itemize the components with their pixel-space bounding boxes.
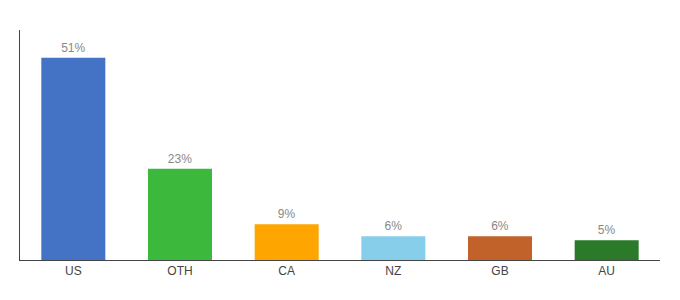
- svg-text:51%: 51%: [61, 41, 85, 55]
- svg-text:GB: GB: [491, 264, 508, 278]
- svg-text:AU: AU: [598, 264, 615, 278]
- svg-text:5%: 5%: [598, 223, 616, 237]
- svg-text:NZ: NZ: [385, 264, 401, 278]
- svg-text:6%: 6%: [491, 219, 509, 233]
- svg-text:6%: 6%: [384, 219, 402, 233]
- svg-text:9%: 9%: [278, 207, 296, 221]
- svg-text:23%: 23%: [168, 152, 192, 166]
- svg-text:US: US: [65, 264, 82, 278]
- svg-text:CA: CA: [278, 264, 295, 278]
- svg-text:OTH: OTH: [167, 264, 192, 278]
